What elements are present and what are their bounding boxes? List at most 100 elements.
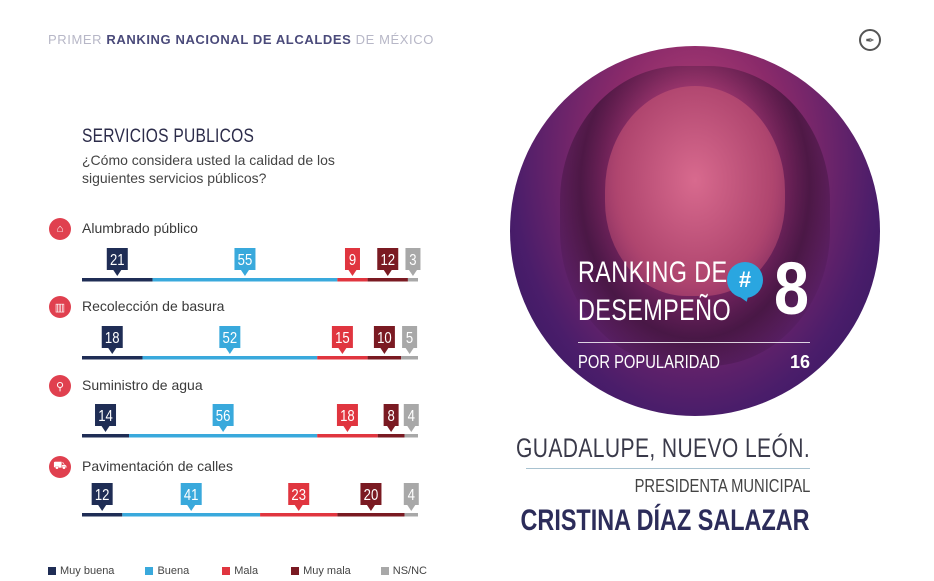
value-label: 18 (105, 330, 120, 347)
bar-segment (404, 513, 418, 517)
value-label-box (336, 404, 358, 426)
value-label: 12 (380, 252, 395, 269)
bar-segment (142, 356, 318, 360)
bar-segment (129, 434, 318, 438)
value-label: 10 (377, 330, 392, 347)
pen-nib-icon: ✒ (859, 29, 881, 51)
value-label: 41 (184, 487, 199, 504)
value-label-pointer (219, 426, 228, 432)
value-label-box (403, 483, 419, 505)
value-label-box (405, 248, 421, 270)
value-label-pointer (294, 505, 303, 511)
value-label-box (180, 483, 202, 505)
bar-segment (82, 278, 153, 282)
legend-label: Buena (157, 565, 190, 577)
legend-swatch (145, 567, 154, 575)
value-label: 9 (349, 252, 356, 269)
ranking-label-line1: RANKING DE (578, 256, 728, 289)
bar-segment (377, 434, 405, 438)
value-label-box (344, 248, 360, 270)
portrait-face (605, 86, 785, 296)
page-header: PRIMER RANKING NACIONAL DE ALCALDES DE M… (48, 32, 434, 47)
bar-segment (82, 356, 143, 360)
value-label-box (106, 248, 128, 270)
value-label-pointer (113, 270, 122, 276)
service-label: Alumbrado público (82, 220, 198, 236)
value-label-box (360, 483, 382, 505)
value-label-box (212, 404, 234, 426)
value-label: 8 (387, 408, 394, 425)
bar-segment (122, 513, 261, 517)
ranking-divider (578, 342, 810, 343)
legend-label: Muy buena (60, 565, 115, 577)
trash-can-icon: ▥ (49, 296, 71, 318)
value-label-box (288, 483, 310, 505)
legend-item: Muy mala (291, 565, 351, 577)
ranking-label-line2: DESEMPEÑO (578, 294, 732, 327)
bar-segment (337, 513, 405, 517)
value-label-box (91, 483, 113, 505)
legend-swatch (380, 567, 389, 575)
bar-segment (152, 278, 338, 282)
service-row: ⚲ Suministro de agua (0, 375, 440, 445)
value-label-pointer (101, 426, 110, 432)
value-label-box (331, 326, 353, 348)
value-label-pointer (240, 270, 249, 276)
legend-label: Mala (234, 565, 259, 577)
value-label-box (219, 326, 241, 348)
service-label: Recolección de basura (82, 298, 225, 314)
bar-segment (317, 356, 368, 360)
service-label: Suministro de agua (82, 377, 203, 393)
popularity-value: 16 (790, 352, 811, 372)
location-divider (526, 468, 810, 469)
road-roller-icon: ⛟ (49, 456, 71, 478)
section-question: ¿Cómo considera usted la calidad de los … (82, 152, 335, 186)
popularity-label: POR POPULARIDAD (578, 352, 720, 372)
bar-segment (367, 356, 402, 360)
legend-label: Muy mala (303, 565, 351, 577)
value-label: 15 (335, 330, 350, 347)
value-label-box (234, 248, 256, 270)
legend-item: Mala (222, 565, 258, 577)
value-label: 55 (238, 252, 253, 269)
value-label-box (101, 326, 123, 348)
legend-item: Muy buena (48, 565, 114, 577)
legend-swatch (48, 567, 56, 575)
value-label-pointer (407, 426, 416, 432)
bar-segment (337, 278, 368, 282)
chart-legend: Muy buena Buena Mala Muy mala NS/NC (48, 565, 427, 577)
value-label-box (377, 248, 399, 270)
value-label-pointer (366, 505, 375, 511)
value-label: 18 (340, 408, 355, 425)
role: PRESIDENTA MUNICIPAL (634, 476, 810, 496)
value-label: 14 (98, 408, 113, 425)
legend-swatch (291, 567, 300, 575)
header-suffix: DE MÉXICO (351, 32, 434, 47)
service-label: Pavimentación de calles (82, 458, 233, 474)
value-label-box (95, 404, 117, 426)
section-title: SERVICIOS PUBLICOS (82, 126, 255, 147)
value-label-box (383, 404, 399, 426)
value-label-pointer (405, 348, 414, 354)
value-label: 23 (291, 487, 306, 504)
bar-segment (317, 434, 378, 438)
service-row: ⌂ Alumbrado público (0, 218, 440, 288)
value-label-pointer (387, 426, 396, 432)
bar-segment (401, 356, 418, 360)
value-label-pointer (348, 270, 357, 276)
value-label-pointer (380, 348, 389, 354)
value-label: 56 (216, 408, 231, 425)
service-row: ⛟ Pavimentación de calles (0, 456, 440, 526)
value-label: 20 (364, 487, 379, 504)
person-name: CRISTINA DÍAZ SALAZAR (520, 504, 810, 537)
ranking-number: 8 (774, 247, 809, 330)
value-label: 12 (95, 487, 110, 504)
value-label: 3 (409, 252, 416, 269)
value-label: 21 (110, 252, 125, 269)
portrait-photo (510, 46, 880, 416)
value-label-pointer (407, 505, 416, 511)
value-label-pointer (187, 505, 196, 511)
value-label-pointer (108, 348, 117, 354)
bar-segment (82, 434, 130, 438)
location: GUADALUPE, NUEVO LEÓN. (515, 433, 810, 463)
